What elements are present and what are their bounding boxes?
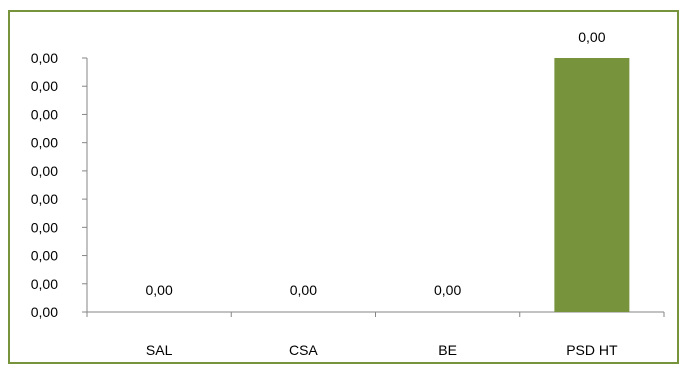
y-tick-label: 0,00: [31, 219, 58, 235]
y-tick-label: 0,00: [31, 191, 58, 207]
y-tick-label: 0,00: [31, 135, 58, 151]
y-tick-label: 0,00: [31, 106, 58, 122]
x-tick-label: PSD HT: [566, 342, 618, 358]
y-tick-label: 0,00: [31, 248, 58, 264]
y-tick-label: 0,00: [31, 276, 58, 292]
x-tick-label: CSA: [289, 342, 318, 358]
y-tick-label: 0,00: [31, 304, 58, 320]
x-tick-label: SAL: [146, 342, 173, 358]
data-label: 0,00: [290, 282, 317, 298]
x-tick-label: BE: [438, 342, 457, 358]
bar: [554, 58, 630, 312]
data-label: 0,00: [434, 282, 461, 298]
y-tick-label: 0,00: [31, 163, 58, 179]
x-axis: SAL CSA BE PSD HT: [86, 311, 665, 358]
bars: [554, 58, 630, 312]
data-label: 0,00: [578, 29, 605, 45]
data-labels: 0,00 0,00 0,00 0,00: [146, 29, 606, 298]
y-tick-label: 0,00: [31, 50, 58, 66]
y-axis: 0,00 0,00 0,00 0,00 0,00 0,00 0,00 0,00 0,00 0,00: [31, 50, 88, 320]
data-label: 0,00: [146, 282, 173, 298]
y-tick-label: 0,00: [31, 78, 58, 94]
